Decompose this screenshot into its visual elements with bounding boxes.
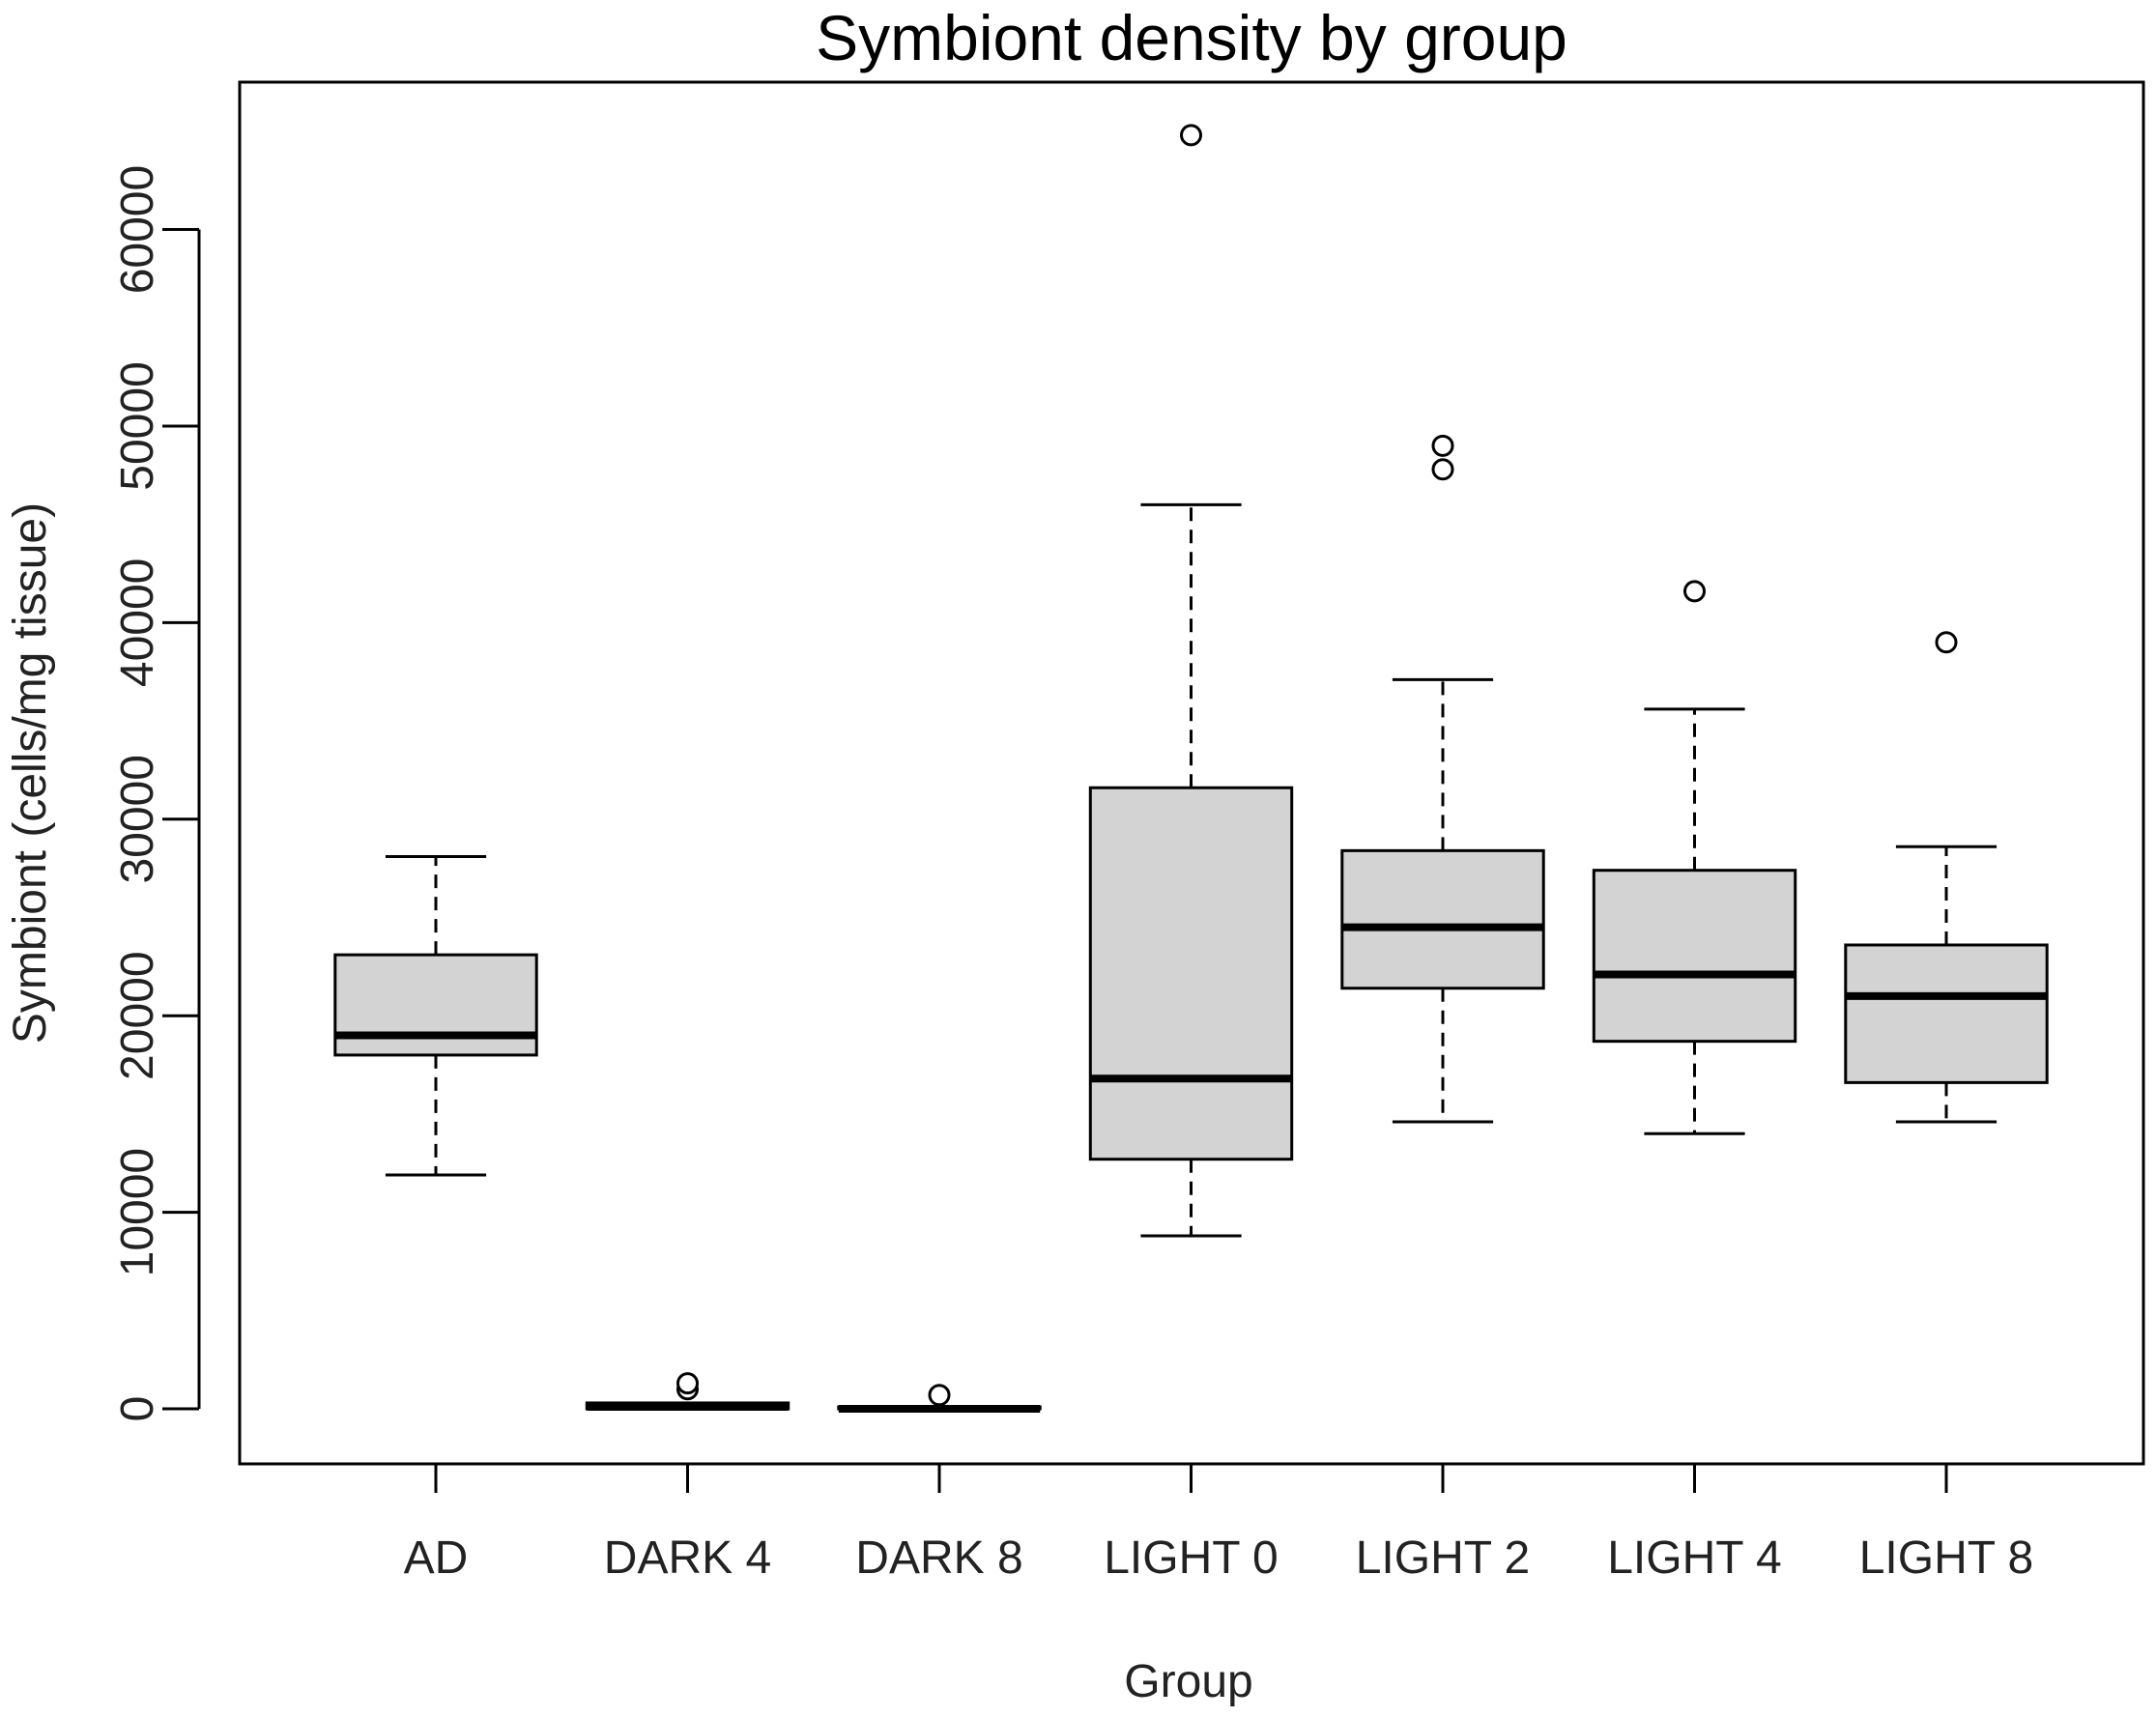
outlier-point (1180, 124, 1202, 147)
outlier-point (1431, 434, 1454, 457)
box-group-light-8 (1844, 631, 2049, 1124)
x-tick-label: LIGHT 0 (1104, 1532, 1279, 1584)
y-tick-label: 40000 (112, 558, 163, 687)
x-tick-label: LIGHT 2 (1356, 1532, 1531, 1584)
box (1340, 848, 1545, 990)
box-group-dark-4 (585, 1372, 791, 1412)
outlier-point (1431, 458, 1454, 481)
y-tick-label: 50000 (112, 361, 163, 490)
box-group-dark-8 (837, 1384, 1042, 1414)
box-group-ad (333, 854, 538, 1177)
box-group-light-4 (1592, 580, 1797, 1135)
y-axis-title: Symbiont (cells/mg tissue) (5, 502, 56, 1044)
outlier-point (928, 1384, 951, 1407)
x-axis-title: Group (1124, 1656, 1252, 1707)
x-tick-label: AD (404, 1532, 469, 1584)
chart-title: Symbiont density by group (816, 2, 1567, 73)
x-axis: AD DARK 4 DARK 8 LIGHT 0 LIGHT 2 LIGHT 4 LIGHT… (404, 1462, 2034, 1584)
y-axis: 0 10000 20000 30000 40000 50000 60000 (112, 165, 201, 1422)
x-tick-label: LIGHT 4 (1607, 1532, 1782, 1584)
y-tick-label: 20000 (112, 951, 163, 1079)
box (1592, 869, 1797, 1044)
box (1844, 943, 2049, 1084)
outlier-point (1935, 631, 1958, 654)
box (333, 953, 538, 1057)
box (1088, 786, 1294, 1161)
outlier-point (1683, 580, 1706, 603)
y-tick-label: 0 (112, 1396, 163, 1422)
x-tick-label: LIGHT 8 (1859, 1532, 2034, 1584)
y-tick-label: 30000 (112, 755, 163, 883)
y-tick-label: 60000 (112, 165, 163, 294)
y-tick-label: 10000 (112, 1148, 163, 1276)
outlier-point (676, 1372, 699, 1395)
plot-frame (238, 80, 2145, 1466)
box-group-light-0 (1088, 124, 1294, 1238)
x-tick-label: DARK 4 (604, 1532, 771, 1584)
x-tick-label: DARK 8 (855, 1532, 1022, 1584)
box-group-light-2 (1340, 434, 1545, 1124)
boxes (333, 124, 2049, 1414)
